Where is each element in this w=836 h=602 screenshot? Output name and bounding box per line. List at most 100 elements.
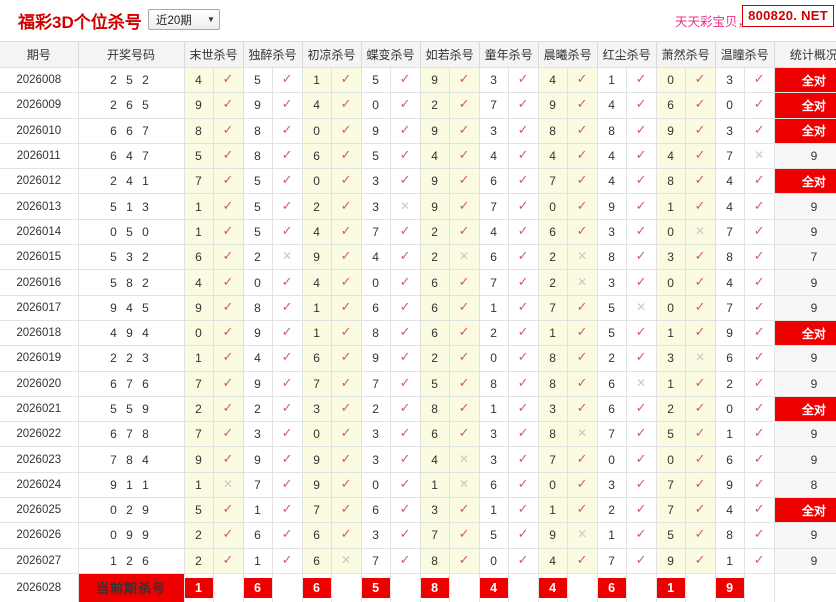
cell-kill-result-k8: ✓ [685, 548, 716, 574]
cell-kill-digit-k8: 0 [656, 295, 686, 321]
cross-icon: ✕ [459, 249, 470, 264]
table-row: 2026008 2 5 2 4 ✓ 5 ✓ 1 ✓ 5 ✓ 9 ✓ 3 ✓ 4 ✓ 1 ✓ 0 ✓ 3 ✓ 全对 [0, 67, 836, 94]
cell-kill-result-k7: ✓ [626, 244, 657, 271]
current-kill-chip: 4 [479, 577, 508, 598]
cell-current-kill-k1: 6 [243, 573, 273, 602]
cell-kill-digit-k6: 4 [538, 67, 568, 94]
check-icon: ✓ [399, 222, 411, 238]
cell-kill-result-k7: ✓ [626, 497, 657, 524]
table-row: 2026020 6 7 6 7 ✓ 9 ✓ 7 ✓ 7 ✓ 5 ✓ 8 ✓ 8 ✓ 6 ✕ 1 ✓ 2 ✓ 9 [0, 371, 836, 397]
cell-kill-digit-k0: 5 [184, 143, 214, 170]
cell-open-code: 6 4 7 [78, 143, 185, 170]
cell-kill-digit-k5: 4 [479, 143, 509, 170]
check-icon: ✓ [694, 400, 706, 415]
cell-kill-result-k9: ✓ [744, 295, 775, 321]
table-row: 2026009 2 6 5 9 ✓ 9 ✓ 4 ✓ 0 ✓ 2 ✓ 7 ✓ 9 ✓ 4 ✓ 6 ✓ 0 ✓ 全对 [0, 92, 836, 119]
cell-kill-digit-k2: 0 [302, 421, 332, 448]
cell-kill-result-k4: ✓ [449, 67, 480, 94]
cell-kill-result-k5: ✓ [508, 396, 539, 423]
cell-kill-digit-k0: 4 [184, 67, 214, 94]
cell-kill-result-k3: ✓ [390, 548, 421, 574]
cell-kill-result-k2: ✓ [331, 472, 362, 499]
cell-kill-digit-k1: 9 [243, 446, 273, 473]
cell-kill-digit-k5: 0 [479, 345, 509, 372]
cell-kill-digit-k7: 9 [597, 193, 627, 220]
cell-kill-digit-k9: 7 [715, 143, 745, 170]
column-header-k1: 独醉杀号 [243, 42, 303, 68]
check-icon: ✓ [576, 298, 588, 314]
cross-icon: ✕ [459, 476, 470, 491]
cell-kill-result-k7: ✓ [626, 421, 657, 448]
cell-kill-result-k4: ✓ [449, 92, 480, 119]
cell-kill-result-k3: ✓ [390, 472, 421, 499]
column-header-stat: 统计概况 [774, 42, 836, 68]
cell-kill-digit-k7: 4 [597, 168, 627, 195]
cross-icon: ✕ [577, 426, 588, 441]
column-header-k4: 如若杀号 [420, 42, 480, 68]
column-header-k7: 红尘杀号 [597, 42, 657, 68]
check-icon: ✓ [753, 248, 765, 264]
cell-kill-digit-k5: 8 [479, 371, 509, 397]
cross-icon: ✕ [577, 274, 588, 289]
cell-kill-result-k9: ✓ [744, 244, 775, 271]
cell-open-code: 2 4 1 [78, 168, 185, 195]
cross-icon: ✕ [400, 198, 411, 213]
cell-kill-digit-k6: 1 [538, 320, 568, 347]
cell-open-code: 6 6 7 [78, 118, 185, 144]
cell-kill-digit-k0: 6 [184, 244, 214, 271]
cell-kill-digit-k0: 9 [184, 446, 214, 473]
check-icon: ✓ [753, 222, 765, 238]
check-icon: ✓ [635, 475, 647, 491]
cell-kill-result-k5: ✓ [508, 269, 539, 296]
cell-kill-digit-k3: 8 [361, 320, 391, 347]
cell-kill-digit-k6: 7 [538, 446, 568, 473]
cell-current-kill-k0: 1 [184, 573, 214, 602]
cell-stat-summary: 9 [774, 371, 836, 397]
cell-kill-result-k8: ✓ [685, 371, 716, 397]
cell-kill-result-k6: ✓ [567, 371, 598, 397]
cell-kill-digit-k9: 4 [715, 269, 745, 296]
check-icon: ✓ [517, 450, 529, 466]
check-icon: ✓ [281, 400, 293, 415]
period-range-select[interactable]: 近20期 ▼ [148, 9, 220, 30]
cross-icon: ✕ [636, 375, 647, 390]
cell-kill-digit-k5: 2 [479, 320, 509, 347]
cell-kill-result-k0: ✓ [213, 244, 244, 271]
cell-current-blank [331, 573, 362, 602]
table-row: 2026015 5 3 2 6 ✓ 2 ✕ 9 ✓ 4 ✓ 2 ✕ 6 ✓ 2 ✕ 8 ✓ 3 ✓ 8 ✓ 7 [0, 244, 836, 271]
table-row: 2026011 6 4 7 5 ✓ 8 ✓ 6 ✓ 5 ✓ 4 ✓ 4 ✓ 4 ✓ 4 ✓ 4 ✓ 7 ✕ 9 [0, 143, 836, 170]
cell-kill-digit-k2: 1 [302, 295, 332, 321]
check-icon: ✓ [458, 501, 470, 517]
check-icon: ✓ [635, 71, 647, 87]
check-icon: ✓ [635, 526, 647, 542]
cell-current-kill-k7: 6 [597, 573, 627, 602]
column-header-k5: 童年杀号 [479, 42, 539, 68]
check-icon: ✓ [340, 450, 352, 466]
cell-kill-digit-k8: 1 [656, 193, 686, 220]
cell-kill-digit-k4: 9 [420, 193, 450, 220]
cell-kill-digit-k1: 9 [243, 92, 273, 119]
cell-kill-result-k0: ✓ [213, 396, 244, 423]
cell-kill-result-k0: ✓ [213, 67, 244, 94]
cell-stat-summary: 9 [774, 269, 836, 296]
table-row: 2026019 2 2 3 1 ✓ 4 ✓ 6 ✓ 9 ✓ 2 ✓ 0 ✓ 8 ✓ 2 ✓ 3 ✕ 6 ✓ 9 [0, 345, 836, 372]
cell-kill-digit-k8: 9 [656, 548, 686, 574]
cross-icon: ✕ [341, 552, 352, 567]
cell-open-code: 5 8 2 [78, 269, 185, 296]
cell-kill-digit-k2: 7 [302, 371, 332, 397]
cell-open-code: 7 8 4 [78, 446, 185, 473]
brand-text: 天天彩宝贝， [674, 15, 750, 29]
check-icon: ✓ [399, 450, 411, 466]
cell-kill-result-k4: ✓ [449, 118, 480, 144]
cell-kill-digit-k0: 9 [184, 92, 214, 119]
cell-issue: 2026015 [0, 244, 79, 271]
cell-kill-result-k4: ✕ [449, 244, 480, 271]
check-icon: ✓ [694, 501, 706, 517]
check-icon: ✓ [281, 526, 293, 542]
cell-kill-result-k9: ✓ [744, 396, 775, 423]
check-icon: ✓ [635, 501, 647, 517]
check-icon: ✓ [753, 96, 765, 112]
cell-stat-summary: 全对 [774, 92, 836, 119]
current-kill-chip: 8 [420, 577, 449, 598]
table-row: 2026018 4 9 4 0 ✓ 9 ✓ 1 ✓ 8 ✓ 6 ✓ 2 ✓ 1 ✓ 5 ✓ 1 ✓ 9 ✓ 全对 [0, 320, 836, 347]
